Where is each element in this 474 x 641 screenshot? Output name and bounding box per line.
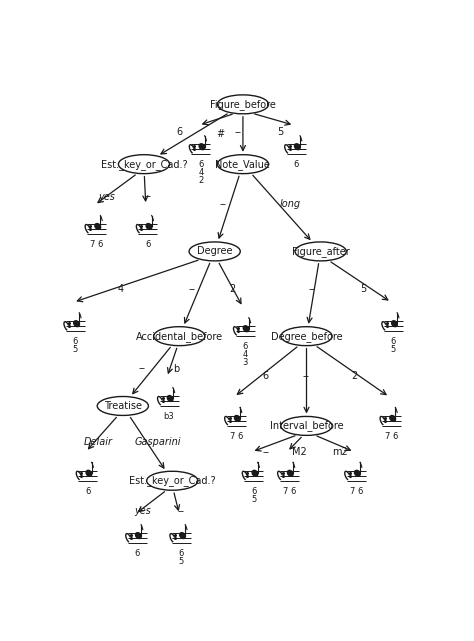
Text: Gasparini: Gasparini <box>135 437 182 447</box>
Text: 6: 6 <box>263 371 269 381</box>
Text: 6
5: 6 5 <box>251 487 256 504</box>
Text: Figure_after: Figure_after <box>292 246 349 257</box>
Text: Degree_before: Degree_before <box>271 331 342 342</box>
Polygon shape <box>136 533 141 538</box>
Text: 6: 6 <box>145 240 151 249</box>
Ellipse shape <box>281 327 332 345</box>
Text: 2: 2 <box>351 371 357 381</box>
Text: 2: 2 <box>229 284 236 294</box>
Ellipse shape <box>189 242 240 261</box>
Text: 6
4
3: 6 4 3 <box>242 342 248 367</box>
Polygon shape <box>95 224 100 229</box>
Text: --: -- <box>139 363 146 374</box>
Polygon shape <box>390 415 395 421</box>
Text: --: -- <box>178 506 184 515</box>
Text: 7 6: 7 6 <box>90 240 103 249</box>
Ellipse shape <box>217 154 269 174</box>
Polygon shape <box>243 326 249 331</box>
Polygon shape <box>355 470 360 476</box>
Text: --: -- <box>144 192 151 201</box>
Text: 5: 5 <box>277 127 283 137</box>
Polygon shape <box>73 320 80 327</box>
Text: 4: 4 <box>118 284 124 294</box>
Text: m2: m2 <box>332 447 348 457</box>
Text: --: -- <box>188 284 195 294</box>
Polygon shape <box>86 470 92 476</box>
Text: --: -- <box>308 284 315 294</box>
Polygon shape <box>167 395 173 401</box>
Text: Note_Value: Note_Value <box>216 159 270 170</box>
Text: 7 6: 7 6 <box>229 432 243 441</box>
Ellipse shape <box>97 397 148 415</box>
Text: --: -- <box>234 127 241 137</box>
Polygon shape <box>235 415 240 421</box>
Text: 6: 6 <box>85 487 91 495</box>
Polygon shape <box>294 144 300 149</box>
Text: Treatise: Treatise <box>104 401 142 411</box>
Ellipse shape <box>154 327 205 345</box>
Text: 6
5: 6 5 <box>73 337 78 354</box>
Text: --: -- <box>220 199 227 209</box>
Ellipse shape <box>118 154 170 174</box>
Ellipse shape <box>295 242 346 261</box>
Text: 5: 5 <box>360 284 366 294</box>
Text: 6
5: 6 5 <box>179 549 184 566</box>
Ellipse shape <box>146 471 198 490</box>
Text: yes: yes <box>99 192 115 201</box>
Text: 6: 6 <box>176 127 182 137</box>
Text: --: -- <box>263 447 269 457</box>
Text: b: b <box>173 363 179 374</box>
Text: Est._key_or_Cad.?: Est._key_or_Cad.? <box>100 159 187 170</box>
Text: 6: 6 <box>135 549 140 558</box>
Text: Interval_before: Interval_before <box>270 420 343 431</box>
Text: 6
4
2: 6 4 2 <box>198 160 203 185</box>
Text: --: -- <box>303 371 310 381</box>
Polygon shape <box>146 224 152 229</box>
Text: 7 6: 7 6 <box>385 432 398 441</box>
Text: Est._key_or_Cad.?: Est._key_or_Cad.? <box>129 475 216 487</box>
Polygon shape <box>287 470 293 476</box>
Text: Accidental_before: Accidental_before <box>136 331 223 342</box>
Polygon shape <box>199 144 205 149</box>
Text: M2: M2 <box>292 447 307 457</box>
Polygon shape <box>252 470 258 476</box>
Text: 7 6: 7 6 <box>283 487 296 495</box>
Text: Figure_before: Figure_before <box>210 99 276 110</box>
Ellipse shape <box>281 417 332 435</box>
Polygon shape <box>392 320 397 327</box>
Ellipse shape <box>217 95 269 114</box>
Text: yes: yes <box>134 506 151 515</box>
Text: 6: 6 <box>293 160 299 169</box>
Text: b3: b3 <box>164 412 174 421</box>
Text: 6
5: 6 5 <box>391 337 396 354</box>
Text: Delair: Delair <box>83 437 113 447</box>
Text: #: # <box>216 129 224 139</box>
Polygon shape <box>180 533 185 538</box>
Text: 7 6: 7 6 <box>350 487 363 495</box>
Text: Degree: Degree <box>197 246 232 256</box>
Text: long: long <box>280 199 301 209</box>
